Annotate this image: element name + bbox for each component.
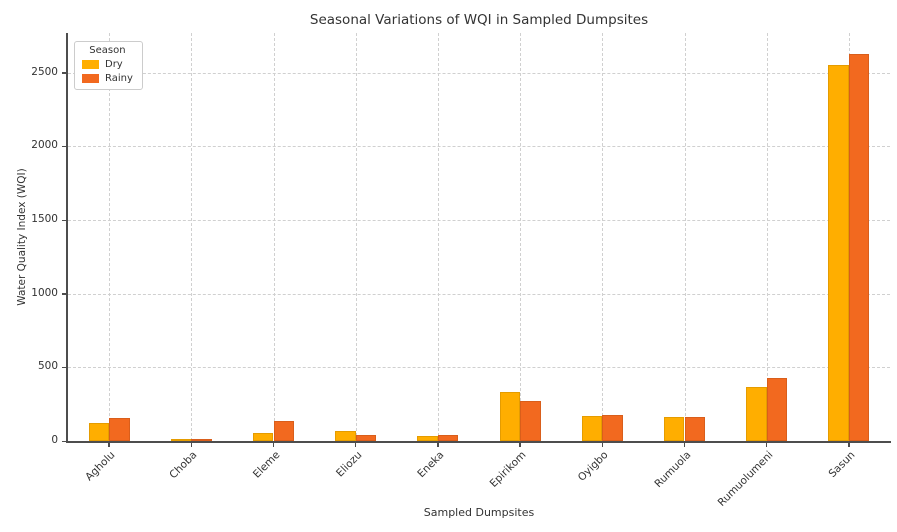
bar-dry-choba xyxy=(170,439,192,441)
gridline-vertical xyxy=(355,33,357,441)
bar-dry-rumuola xyxy=(663,417,685,441)
gridline-vertical xyxy=(191,33,193,441)
bar-dry-sasun xyxy=(828,65,849,441)
bar-rainy-eliozu xyxy=(355,434,377,441)
legend-swatch-rainy xyxy=(82,74,99,83)
x-axis-label: Sampled Dumpsites xyxy=(423,506,535,519)
x-axis-spine xyxy=(66,441,891,443)
gridline-horizontal xyxy=(68,293,890,295)
gridline-vertical xyxy=(109,33,111,441)
x-tick-mark xyxy=(766,443,768,447)
bar-dry-eneka xyxy=(417,435,438,441)
gridline-vertical xyxy=(766,33,768,441)
gridline-horizontal xyxy=(68,220,890,222)
y-tick-label: 2000 xyxy=(31,139,58,152)
gridline-vertical xyxy=(437,33,439,441)
plot-area xyxy=(68,33,890,441)
bar-dry-eleme xyxy=(252,433,274,441)
x-tick-mark xyxy=(190,443,192,447)
legend-swatch-dry xyxy=(82,60,99,69)
x-tick-mark xyxy=(683,443,686,447)
y-tick-label: 1000 xyxy=(31,286,58,299)
bar-rainy-agholu xyxy=(109,417,130,441)
y-axis-label: Water Quality Index (WQI) xyxy=(16,168,28,306)
legend: Season Dry Rainy xyxy=(74,41,143,90)
legend-label-rainy: Rainy xyxy=(105,73,133,84)
legend-item-rainy: Rainy xyxy=(82,73,133,84)
y-tick-label: 500 xyxy=(37,360,58,373)
y-tick-label: 1500 xyxy=(31,213,58,226)
x-tick-mark xyxy=(519,443,521,447)
gridline-vertical xyxy=(273,33,275,441)
bar-dry-agholu xyxy=(88,423,110,441)
bar-rainy-eleme xyxy=(273,421,295,441)
gridline-horizontal xyxy=(68,367,890,369)
bar-dry-oyigbo xyxy=(581,416,603,441)
y-tick-mark xyxy=(62,72,66,74)
x-tick-mark xyxy=(355,443,357,447)
y-axis-spine xyxy=(66,33,68,443)
y-tick-label: 2500 xyxy=(31,65,58,78)
x-tick-label: Agholu xyxy=(83,449,118,484)
bar-rainy-rumuolumeni xyxy=(766,377,788,441)
y-tick-mark xyxy=(62,219,66,221)
y-tick-mark xyxy=(62,293,66,295)
bar-dry-rumuolumeni xyxy=(746,386,767,441)
bar-dry-epirikom xyxy=(499,392,521,441)
legend-label-dry: Dry xyxy=(105,59,123,70)
x-tick-mark xyxy=(108,443,110,447)
x-tick-mark xyxy=(601,443,603,447)
chart-title: Seasonal Variations of WQI in Sampled Du… xyxy=(309,12,649,28)
bar-rainy-rumuola xyxy=(684,416,706,441)
y-tick-label: 0 xyxy=(51,434,58,446)
bar-rainy-epirikom xyxy=(520,401,541,441)
legend-items: Dry Rainy xyxy=(82,59,133,84)
bar-rainy-sasun xyxy=(848,53,870,441)
bar-rainy-choba xyxy=(191,439,212,441)
y-tick-mark xyxy=(62,145,66,148)
bar-rainy-eneka xyxy=(437,435,459,441)
gridline-horizontal xyxy=(68,72,890,74)
bar-rainy-oyigbo xyxy=(602,415,623,441)
x-tick-mark xyxy=(437,443,439,447)
legend-item-dry: Dry xyxy=(82,59,133,70)
gridline-vertical xyxy=(602,33,604,441)
y-tick-mark xyxy=(62,366,66,369)
x-tick-mark xyxy=(848,443,850,447)
gridline-horizontal xyxy=(68,146,890,148)
y-tick-mark xyxy=(62,440,66,442)
x-tick-mark xyxy=(272,443,275,447)
legend-title: Season xyxy=(89,45,126,56)
gridline-vertical xyxy=(684,33,686,441)
gridline-vertical xyxy=(520,33,522,441)
bar-dry-eliozu xyxy=(335,431,356,441)
